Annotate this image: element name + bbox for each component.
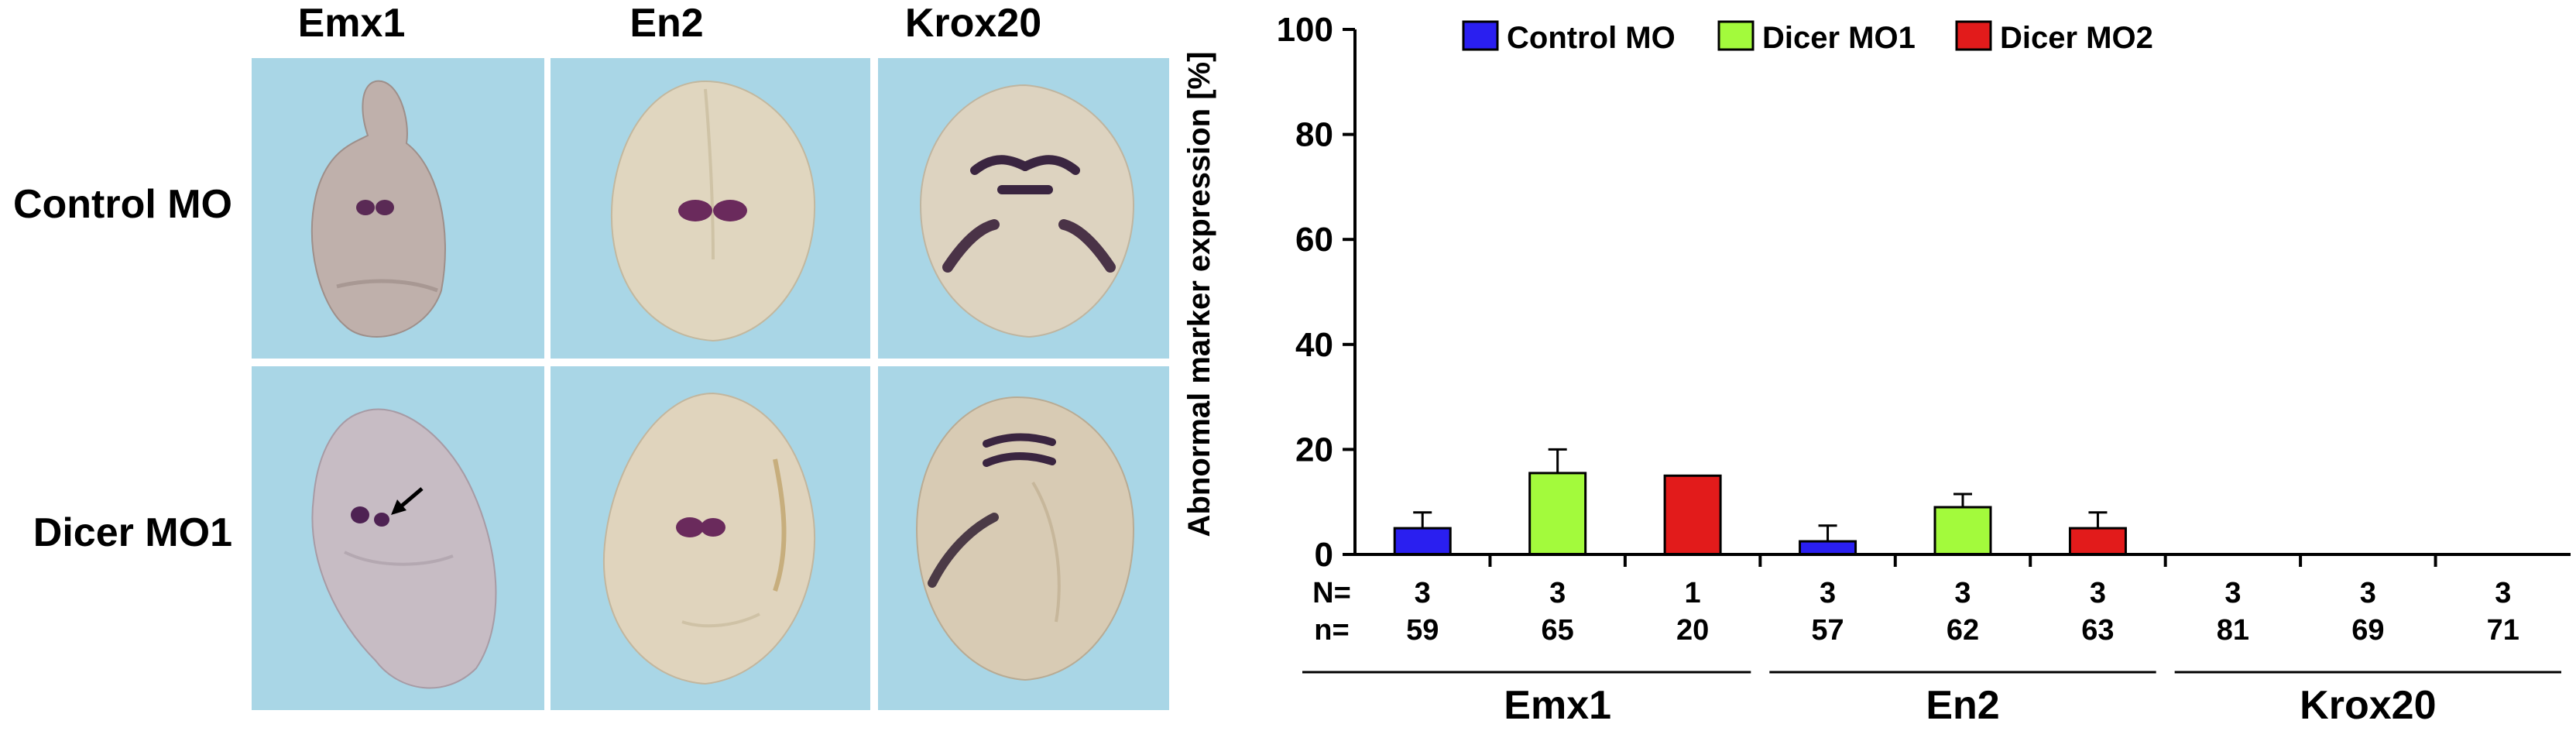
- x-label-n: 62: [1947, 614, 1979, 647]
- legend-label: Control MO: [1507, 21, 1676, 55]
- legend-label: Dicer MO1: [1762, 21, 1916, 55]
- x-label-N: 1: [1685, 577, 1701, 609]
- embryo-image-control-krox20: [878, 58, 1169, 359]
- bar: [1528, 472, 1587, 556]
- x-label-N: 3: [1549, 577, 1566, 609]
- x-label-n: 81: [2217, 614, 2249, 647]
- x-label-n: 57: [1811, 614, 1844, 647]
- legend-swatch: [1462, 20, 1499, 51]
- x-axis: 3 59 3 65 1 20 3 57 3 62 3 63 3 81 3 69 3 71 N= n= Emx1 En2 Kr…: [1302, 553, 2571, 728]
- bar: [2068, 527, 2127, 556]
- x-label-N: 3: [2090, 577, 2106, 609]
- legend-swatch: [1955, 20, 1992, 51]
- y-tick-label: 0: [1315, 536, 1333, 574]
- x-label-N: 3: [1954, 577, 1971, 609]
- embryo-image-dicer-en2: [551, 366, 870, 710]
- x-label-N: 3: [2360, 577, 2376, 609]
- y-tick-label: 80: [1295, 116, 1333, 154]
- x-label-N: 3: [1820, 577, 1836, 609]
- n-row-label: n=: [1314, 614, 1349, 647]
- column-header-en2: En2: [629, 1, 704, 46]
- y-tick-label: 20: [1295, 431, 1333, 468]
- x-label-n: 20: [1676, 614, 1709, 647]
- group-label: En2: [1926, 683, 1999, 728]
- bars: [1393, 448, 2127, 556]
- x-label-N: 3: [2224, 577, 2241, 609]
- N-row-label: N=: [1312, 577, 1351, 609]
- embryo-image-control-emx1: [252, 58, 544, 359]
- embryo-image-dicer-emx1: [252, 366, 544, 710]
- x-label-n: 63: [2081, 614, 2114, 647]
- legend-swatch: [1717, 20, 1754, 51]
- bar-chart: Abnormal marker expression [%] Control M…: [1182, 11, 2571, 728]
- x-label-N: 3: [2495, 577, 2511, 609]
- legend: Control MO Dicer MO1 Dicer MO2: [1462, 20, 2153, 55]
- y-tick-label: 60: [1295, 221, 1333, 259]
- column-header-emx1: Emx1: [297, 1, 406, 46]
- embryo-image-control-en2: [551, 58, 870, 359]
- embryo-image-dicer-krox20: [878, 366, 1169, 710]
- x-label-n: 65: [1542, 614, 1574, 647]
- row-header-control-mo: Control MO: [12, 182, 232, 227]
- x-label-n: 59: [1406, 614, 1439, 647]
- x-label-n: 69: [2351, 614, 2384, 647]
- bar: [1393, 527, 1452, 556]
- bar: [1933, 506, 1992, 556]
- column-header-krox20: Krox20: [904, 1, 1042, 46]
- y-tick-label: 100: [1277, 11, 1333, 49]
- bar: [1799, 540, 1857, 556]
- x-label-N: 3: [1415, 577, 1431, 609]
- legend-label: Dicer MO2: [2000, 21, 2153, 55]
- group-label: Emx1: [1504, 683, 1611, 728]
- row-header-dicer-mo1: Dicer MO1: [33, 510, 232, 555]
- y-axis: 0 20 40 60 80 100: [1277, 11, 1357, 574]
- y-axis-label: Abnormal marker expression [%]: [1182, 52, 1216, 537]
- x-label-n: 71: [2487, 614, 2519, 647]
- bar: [1663, 474, 1722, 556]
- group-label: Krox20: [2300, 683, 2436, 728]
- y-tick-label: 40: [1295, 326, 1333, 364]
